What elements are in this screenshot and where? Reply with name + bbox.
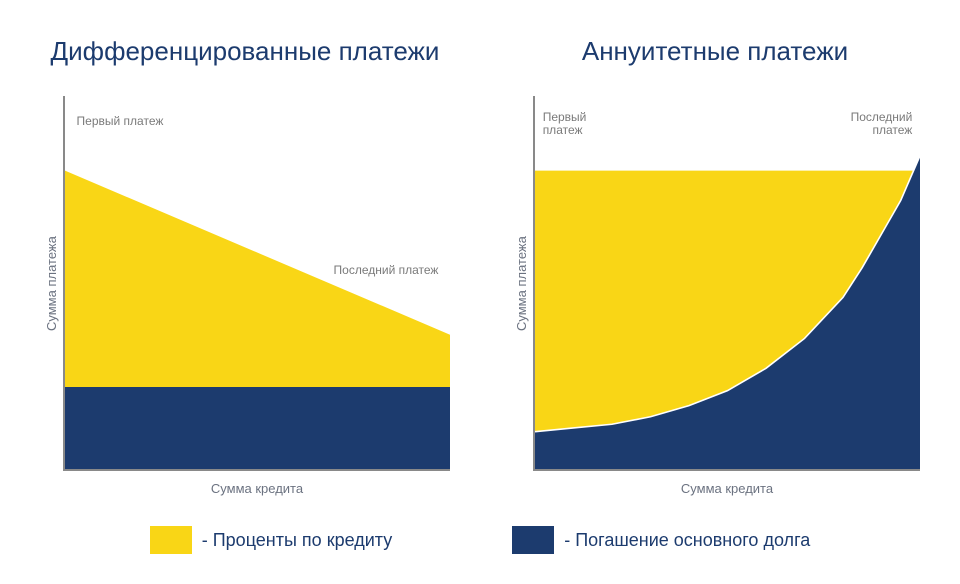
y-axis-label-diff: Сумма платежа	[40, 96, 63, 471]
legend-label-principal: - Погашение основного долга	[564, 530, 810, 551]
legend: - Проценты по кредиту - Погашение основн…	[40, 526, 920, 554]
panel-differentiated: Дифференцированные платежи Сумма платежа…	[40, 20, 450, 496]
plot-annuity: Первый платеж Последний платеж	[533, 96, 920, 471]
plot-svg-annuity	[535, 96, 920, 469]
chart-container: Дифференцированные платежи Сумма платежа…	[0, 0, 960, 584]
annot-last-annuity: Последний платеж	[851, 111, 913, 137]
swatch-interest	[150, 526, 192, 554]
panel-title-annuity: Аннуитетные платежи	[510, 20, 920, 84]
swatch-principal	[512, 526, 554, 554]
x-axis-label-diff: Сумма кредита	[64, 481, 450, 496]
legend-item-interest: - Проценты по кредиту	[150, 526, 392, 554]
y-axis-label-annuity: Сумма платежа	[510, 96, 533, 471]
panel-title-diff: Дифференцированные платежи	[40, 20, 450, 84]
area-principal-diff	[65, 387, 450, 469]
chart-annuity: Сумма платежа Первый платеж Последний пл…	[510, 96, 920, 496]
legend-label-interest: - Проценты по кредиту	[202, 530, 392, 551]
annot-first-annuity: Первый платеж	[543, 111, 587, 137]
plot-diff: Первый платеж Последний платеж	[63, 96, 450, 471]
legend-item-principal: - Погашение основного долга	[512, 526, 810, 554]
plot-svg-diff	[65, 96, 450, 469]
x-axis-label-annuity: Сумма кредита	[534, 481, 920, 496]
annot-last-diff: Последний платеж	[334, 264, 439, 277]
panels-row: Дифференцированные платежи Сумма платежа…	[40, 20, 920, 496]
annot-first-diff: Первый платеж	[77, 115, 164, 128]
panel-annuity: Аннуитетные платежи Сумма платежа Первый…	[510, 20, 920, 496]
chart-diff: Сумма платежа Первый платеж Последний пл…	[40, 96, 450, 496]
